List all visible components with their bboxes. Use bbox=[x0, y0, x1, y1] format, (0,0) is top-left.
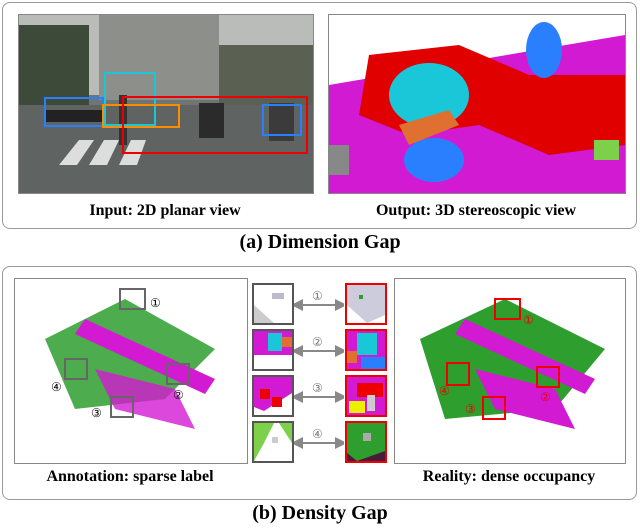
dense-reality-scene: ① ② ③ ④ bbox=[394, 278, 626, 464]
dense-thumb-1 bbox=[345, 283, 387, 325]
sparse-annotation-scene: ① ② ③ ④ bbox=[14, 278, 248, 464]
svg-text:②: ② bbox=[173, 388, 184, 402]
output-caption: Output: 3D stereoscopic view bbox=[375, 202, 577, 219]
svg-text:②: ② bbox=[540, 390, 551, 404]
marker-1-label: ① bbox=[312, 289, 323, 303]
svg-text:④: ④ bbox=[439, 384, 450, 398]
svg-text:①: ① bbox=[523, 313, 534, 327]
sparse-thumb-2 bbox=[252, 329, 294, 371]
marker-2-label: ② bbox=[312, 335, 323, 349]
dense-thumb-2 bbox=[345, 329, 387, 371]
dimension-gap-title: (a) Dimension Gap bbox=[239, 231, 401, 253]
reality-caption: Reality: dense occupancy bbox=[422, 468, 596, 485]
svg-text:③: ③ bbox=[91, 406, 102, 420]
marker-3-label: ③ bbox=[312, 381, 323, 395]
density-gap-title: (b) Density Gap bbox=[252, 502, 388, 524]
sparse-thumb-4 bbox=[252, 421, 294, 463]
dense-thumb-3 bbox=[345, 375, 387, 417]
marker-1: ① bbox=[150, 296, 161, 310]
sparse-thumb-3 bbox=[252, 375, 294, 417]
sparse-thumb-1 bbox=[252, 283, 294, 325]
annotation-caption: Annotation: sparse label bbox=[46, 468, 214, 485]
output-3d-voxels bbox=[328, 14, 626, 194]
input-2d-photo bbox=[18, 14, 314, 194]
svg-text:④: ④ bbox=[51, 380, 62, 394]
dense-thumb-4 bbox=[345, 421, 387, 463]
marker-4-label: ④ bbox=[312, 427, 323, 441]
comparison-arrows bbox=[294, 299, 344, 449]
svg-text:③: ③ bbox=[465, 402, 476, 416]
input-caption: Input: 2D planar view bbox=[89, 202, 241, 219]
